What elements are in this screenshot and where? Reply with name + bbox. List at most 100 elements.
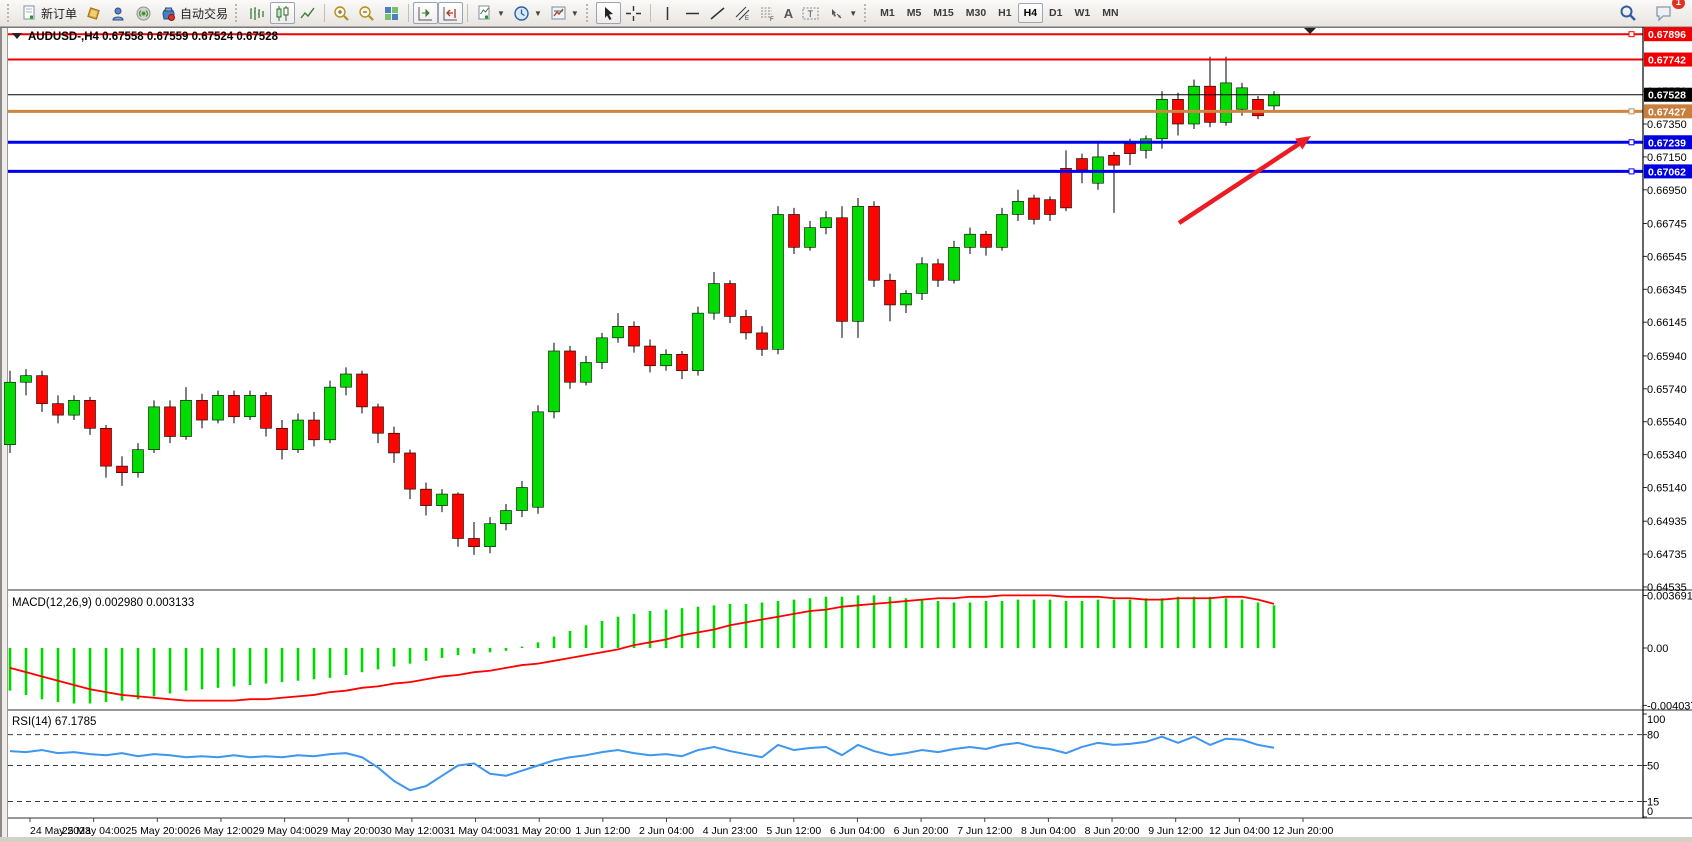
signals-button[interactable] (131, 2, 156, 24)
timeframe-mn[interactable]: MN (1096, 3, 1124, 23)
indicators-button[interactable]: ▼ (472, 2, 509, 24)
arrow-annotation[interactable] (1177, 136, 1311, 225)
macd-signal-line (9, 594, 1275, 702)
candle-body (260, 395, 272, 429)
candle-body (436, 493, 448, 506)
candlestick-chart-button[interactable] (270, 2, 296, 24)
timeframe-m30[interactable]: M30 (960, 3, 992, 23)
cursor-tool-button[interactable] (595, 2, 621, 24)
line-drag-handle[interactable] (1628, 168, 1635, 175)
date-label: 31 May 20:00 (507, 825, 571, 837)
timeframe-d1[interactable]: D1 (1043, 3, 1068, 23)
candle-body (548, 350, 560, 413)
date-label: 26 May 12:00 (189, 825, 253, 837)
arrows-tool-button[interactable]: ▼ (824, 2, 861, 24)
price-tick-label: 0.64935 (1647, 516, 1687, 528)
line-drag-handle[interactable] (1628, 139, 1635, 146)
line-drag-handle[interactable] (1628, 108, 1635, 115)
candle-body (244, 395, 256, 418)
candle-body (420, 488, 432, 506)
candle-body (68, 400, 80, 416)
date-label: 6 Jun 04:00 (830, 825, 885, 837)
templates-button[interactable]: ▼ (546, 2, 583, 24)
autotrading-icon (162, 7, 176, 21)
zoom-out-button[interactable] (354, 2, 379, 24)
new-order-icon (23, 5, 35, 19)
timeframe-m15[interactable]: M15 (927, 3, 959, 23)
window-left-border (0, 27, 2, 842)
level-lines (8, 31, 1643, 175)
price-tick-label: 0.66545 (1647, 251, 1687, 263)
autoscroll-button[interactable] (413, 2, 439, 24)
dropdown-caret: ▼ (849, 8, 858, 18)
timeframe-w1[interactable]: W1 (1068, 3, 1096, 23)
candle-body (516, 487, 528, 511)
notification-count-badge: 1 (1671, 0, 1685, 9)
notifications-button[interactable] (1651, 2, 1678, 24)
arrow-head[interactable] (1295, 136, 1311, 150)
tile-windows-button[interactable] (379, 2, 404, 24)
bar-chart-button[interactable] (245, 2, 270, 24)
timeframe-h1[interactable]: H1 (992, 3, 1017, 23)
candle-body (1044, 199, 1056, 215)
candle-body (996, 214, 1008, 248)
toolbar-grip[interactable] (7, 4, 14, 22)
rsi-indicator-label: RSI(14) 67.1785 (12, 716, 96, 728)
vertical-line-tool-button[interactable] (655, 2, 680, 24)
fibonacci-icon: F (760, 7, 774, 22)
candle-body (164, 406, 176, 437)
candle-body (1140, 138, 1152, 151)
fibonacci-tool-button[interactable]: F (755, 2, 780, 24)
timeframe-m5[interactable]: M5 (901, 3, 928, 23)
horizontal-line-tool-button[interactable] (680, 2, 705, 24)
dropdown-caret: ▼ (497, 8, 505, 18)
candle-body (100, 427, 112, 467)
text-label-tool-button[interactable]: T (797, 2, 824, 24)
price-tick-label: 0.67350 (1647, 119, 1687, 131)
candle-body (532, 411, 544, 508)
chart-collapse-icon[interactable] (12, 33, 22, 39)
timeframe-h4[interactable]: H4 (1017, 3, 1044, 23)
chart-shift-marker[interactable] (1304, 28, 1316, 34)
toolbar-grip[interactable] (864, 4, 871, 22)
styler-icon (87, 6, 100, 20)
chart-window: 0.675500.673500.671500.669500.667450.665… (0, 27, 1692, 842)
new-order-button[interactable]: 新订单 (17, 2, 81, 24)
search-button[interactable] (1615, 2, 1641, 24)
line-chart-button[interactable] (295, 2, 320, 24)
trendline-tool-button[interactable] (705, 2, 730, 24)
crosshair-tool-button[interactable] (621, 2, 646, 24)
candle-body (1060, 168, 1072, 209)
line-drag-handle[interactable] (1628, 31, 1635, 38)
date-label: 25 May 04:00 (62, 825, 126, 837)
date-label: 12 Jun 20:00 (1273, 825, 1334, 837)
candle-body (916, 263, 928, 294)
metaeditor-button[interactable] (106, 2, 131, 24)
autotrading-button[interactable]: 自动交易 (156, 2, 232, 24)
candle-body (52, 403, 64, 416)
styler-button[interactable] (81, 2, 106, 24)
rsi-pane: 100 80 50 150 RSI(14) 67.1785 (8, 713, 1665, 818)
zoom-in-button[interactable] (329, 2, 354, 24)
price-tick-label: 0.66745 (1647, 219, 1687, 231)
timeframe-m1[interactable]: M1 (874, 3, 901, 23)
candle-body (740, 316, 752, 334)
toolbar-grip[interactable] (585, 4, 593, 22)
new-order-label: 新订单 (41, 6, 78, 21)
price-tick-label: 0.67150 (1647, 152, 1687, 164)
text-tool-button[interactable]: A (780, 2, 797, 24)
chart-shift-button[interactable] (438, 2, 464, 24)
candle-body (4, 381, 16, 446)
candle-body (788, 214, 800, 248)
chart-canvas[interactable]: 0.675500.673500.671500.669500.667450.665… (0, 27, 1692, 842)
toolbar-grip[interactable] (235, 4, 242, 22)
tile-windows-icon (385, 6, 399, 20)
arrow-shaft[interactable] (1177, 138, 1307, 225)
candle-body (756, 332, 768, 350)
channel-tool-button[interactable]: E (730, 2, 755, 24)
periods-button[interactable]: ▼ (509, 2, 546, 24)
vertical-line-icon (666, 6, 669, 20)
candle-body (388, 432, 400, 454)
